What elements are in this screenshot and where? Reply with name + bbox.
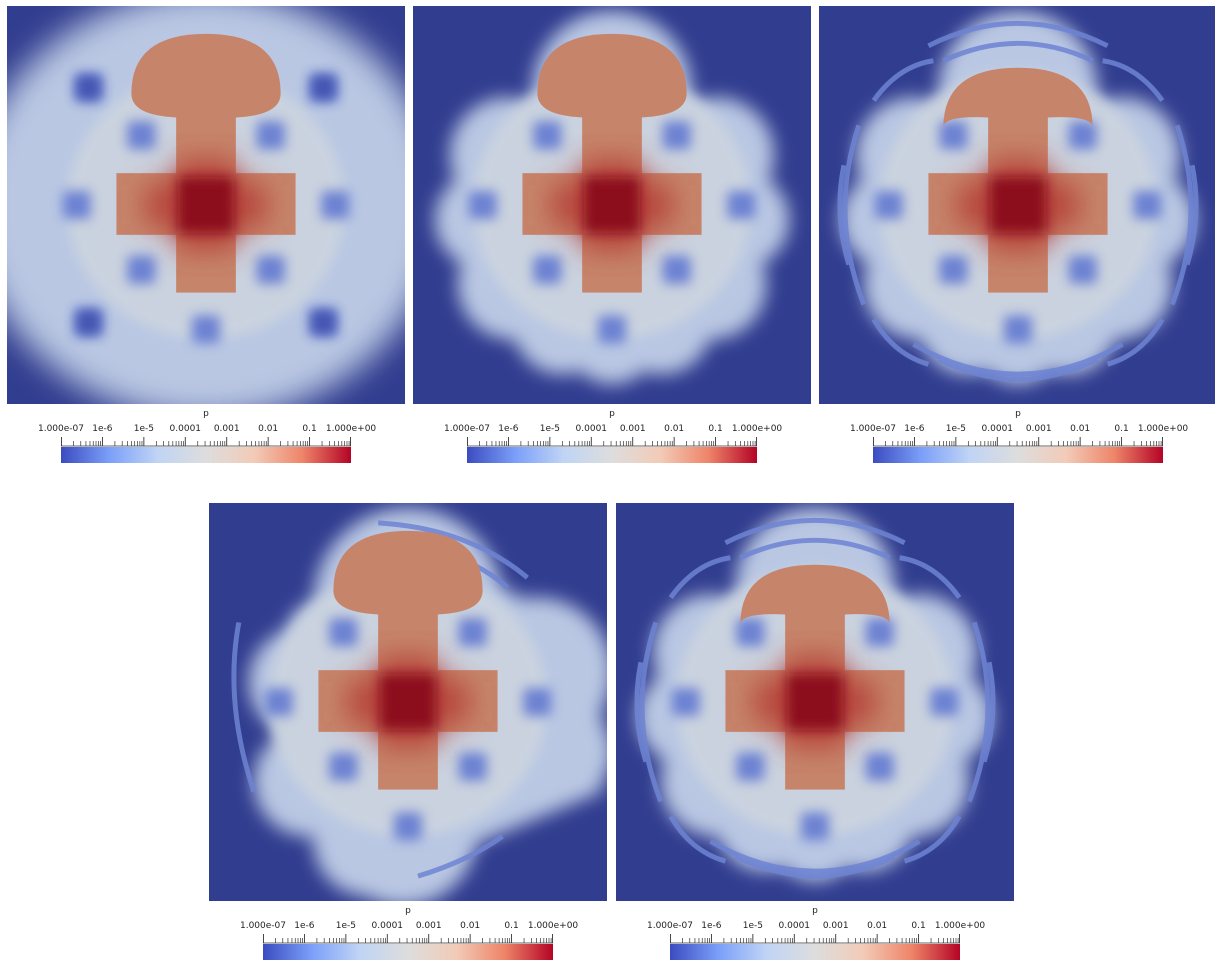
colorbar-tick-label: 0.1 [1114,424,1129,434]
colorbar-tick-label: 0.001 [822,921,849,931]
colorbar-tick-label: 0.01 [867,921,888,931]
colorbar-graphic [467,437,757,463]
colorbar-tick-label: 0.01 [1070,424,1091,434]
colorbar-tick-label: 1e-5 [335,921,356,931]
colorbar-gradient [670,944,960,960]
colorbar-tick-label: 1e-5 [945,424,966,434]
field-image [7,6,405,404]
colorbar-tick-label: 1e-6 [294,921,315,931]
colorbar-tick-label: 1.000e-07 [849,424,897,434]
colorbar-tick-label: 0.01 [460,921,481,931]
colorbar-tick-label: 1.000e+00 [527,921,579,931]
field-image [413,6,811,404]
colorbar-title: p [203,409,209,419]
colorbar-tick-label: 0.001 [213,424,240,434]
field-image [819,6,1215,404]
colorbar-tick-label: 0.0001 [169,424,202,434]
field-image [616,503,1014,901]
colorbar-tick-label: 0.01 [258,424,279,434]
colorbar-graphic [670,934,960,960]
colorbar-tick-label: 1.000e-07 [646,921,694,931]
colorbar-tick-label: 0.01 [664,424,685,434]
colorbar-tick-label: 0.0001 [371,921,404,931]
colorbar-tick-label: 0.001 [619,424,646,434]
field-plot-3 [819,6,1215,404]
colorbar-tick-label: 1e-5 [742,921,763,931]
colorbar-tick-label: 0.1 [302,424,317,434]
field-plot-1 [7,6,405,404]
colorbar-2: p 1.000e-07 1e-6 1e-5 0.0001 0.001 0.01 0.1 1.00… [444,409,782,464]
field-image [209,503,607,901]
colorbar-tick-label: 1.000e+00 [934,921,986,931]
colorbar-title: p [1015,409,1021,419]
colorbar-tick-label: 1e-6 [92,424,113,434]
colorbar-tick-label: 1.000e-07 [37,424,85,434]
colorbar-title: p [405,906,411,916]
colorbar-3: p 1.000e-07 1e-6 1e-5 0.0001 0.001 0.01 0.1 1.00… [850,409,1188,464]
colorbar-4: p 1.000e-07 1e-6 1e-5 0.0001 0.001 0.01 0.1 1.00… [240,906,578,961]
colorbar-tick-label: 1.000e+00 [731,424,783,434]
colorbar-graphic [61,437,351,463]
colorbar-tick-label: 1.000e-07 [443,424,491,434]
field-plot-2 [413,6,811,404]
colorbar-title: p [609,409,615,419]
colorbar-tick-label: 0.0001 [575,424,608,434]
colorbar-tick-label: 1.000e+00 [325,424,377,434]
colorbar-tick-label: 1e-5 [539,424,560,434]
colorbar-gradient [873,447,1163,463]
colorbar-tick-label: 0.1 [708,424,723,434]
colorbar-gradient [61,447,351,463]
colorbar-tick-label: 0.0001 [778,921,811,931]
colorbar-tick-label: 1e-6 [498,424,519,434]
colorbar-gradient [467,447,757,463]
colorbar-tick-label: 0.0001 [981,424,1014,434]
colorbar-tick-label: 0.001 [1025,424,1052,434]
colorbar-graphic [873,437,1163,463]
colorbar-tick-label: 1e-5 [133,424,154,434]
colorbar-tick-label: 1.000e-07 [239,921,287,931]
field-plot-5 [616,503,1014,901]
colorbar-graphic [263,934,553,960]
field-plot-4 [209,503,607,901]
colorbar-tick-label: 0.1 [911,921,926,931]
colorbar-tick-label: 0.001 [415,921,442,931]
colorbar-title: p [812,906,818,916]
colorbar-tick-label: 1.000e+00 [1137,424,1189,434]
colorbar-tick-label: 1e-6 [904,424,925,434]
colorbar-gradient [263,944,553,960]
colorbar-5: p 1.000e-07 1e-6 1e-5 0.0001 0.001 0.01 0.1 1.00… [647,906,985,961]
colorbar-tick-label: 0.1 [504,921,519,931]
colorbar-1: p 1.000e-07 1e-6 1e-5 0.0001 0.001 0.01 0.1 1.00… [38,409,376,464]
colorbar-tick-label: 1e-6 [701,921,722,931]
